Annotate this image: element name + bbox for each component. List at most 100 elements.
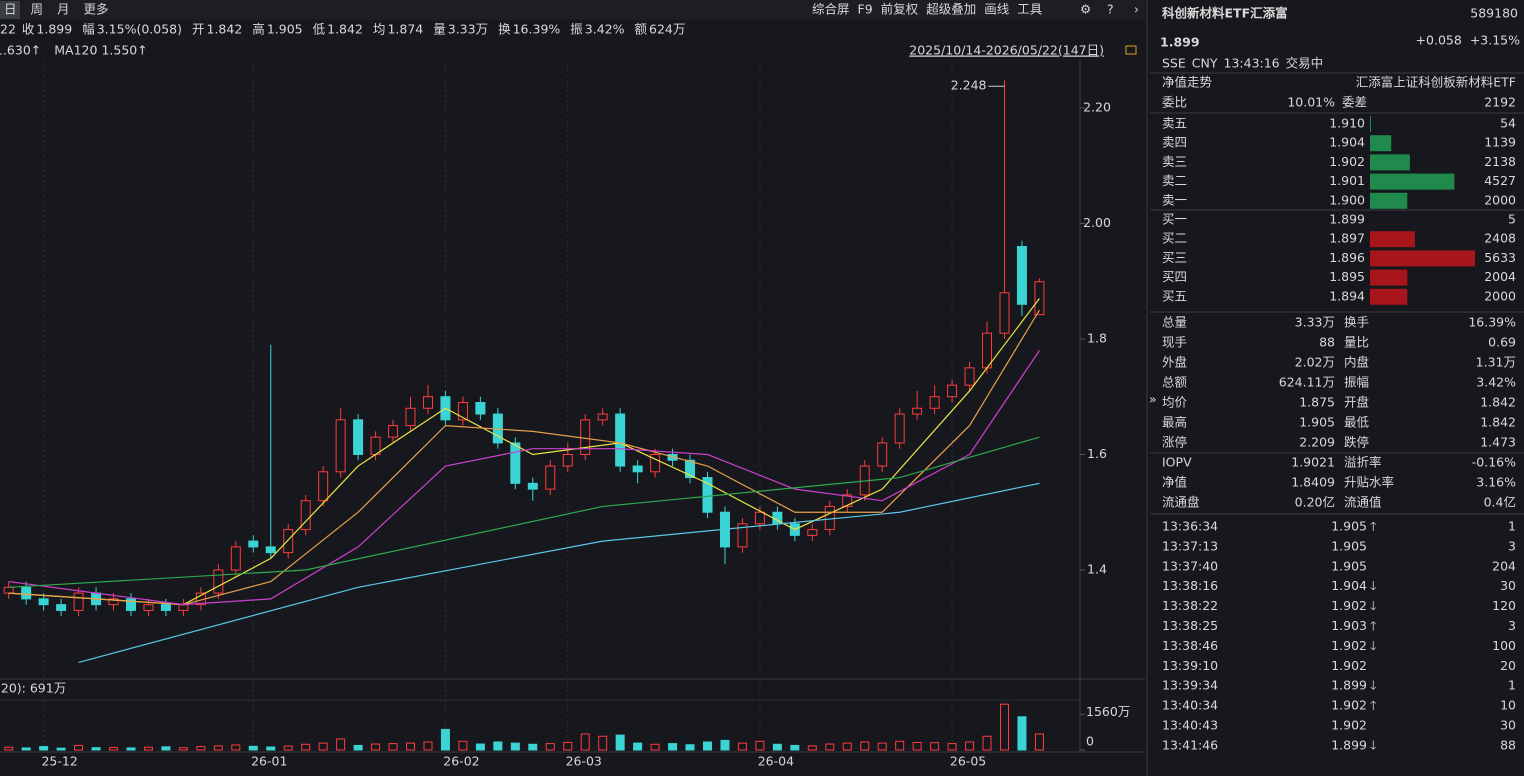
quote-label: 均 — [373, 22, 386, 37]
book-price: 1.894 — [1329, 288, 1365, 303]
volume-bar — [4, 746, 14, 751]
volume-bar — [196, 746, 206, 751]
candle-body — [318, 471, 329, 502]
trade-time: 13:36:34 — [1162, 519, 1218, 534]
candle-body — [947, 384, 958, 398]
candle-body — [685, 459, 696, 479]
trade-volume: 120 — [1492, 598, 1516, 613]
volume-bar — [143, 746, 153, 751]
collapse-icon[interactable]: » — [1149, 392, 1157, 407]
tool-button[interactable]: 画线 — [984, 2, 1010, 17]
volume-bar — [161, 746, 171, 751]
last-price: 1.899 — [1160, 35, 1200, 50]
stat-label: 升贴水率 — [1344, 475, 1394, 490]
volume-bar — [703, 741, 712, 751]
quote-label: 额 — [635, 22, 648, 37]
candle-body — [3, 586, 14, 594]
volume-bar — [650, 743, 660, 751]
stat-value: 624.11万 — [1279, 375, 1335, 390]
candle-body — [178, 604, 189, 611]
ma-value: 1.630↑ — [0, 43, 41, 58]
trade-price: 1.902 — [1331, 598, 1367, 613]
trade-price: 1.902 — [1331, 638, 1367, 653]
volume-bar — [475, 743, 485, 751]
stat-label: 总量 — [1162, 315, 1187, 330]
icon-button[interactable]: ? — [1107, 2, 1114, 17]
high-annotation: 2.248 — [951, 78, 987, 93]
volume-bar — [371, 743, 381, 751]
candle-body — [335, 419, 346, 473]
stat-label: IOPV — [1162, 455, 1192, 470]
book-price: 1.900 — [1329, 192, 1365, 207]
volume-bar — [353, 744, 363, 751]
candle-body — [457, 401, 468, 421]
candle-body — [562, 453, 573, 467]
nav-link[interactable]: 净值走势 — [1162, 75, 1213, 90]
x-tick-label: 26-01 — [251, 754, 287, 769]
volume-bar — [912, 741, 922, 751]
tool-button[interactable]: F9 — [858, 2, 873, 17]
volume-bar — [406, 742, 416, 751]
change-pct: +3.15% — [1470, 33, 1520, 48]
candle-body — [230, 546, 241, 571]
stat-label: 流通值 — [1344, 495, 1382, 510]
book-volume: 2000 — [1484, 192, 1516, 207]
book-label: 卖四 — [1162, 135, 1187, 150]
stat-label: 内盘 — [1344, 355, 1369, 370]
tab[interactable]: 日 — [4, 2, 17, 17]
volume-bar — [580, 733, 590, 751]
stat-label: 量比 — [1344, 335, 1369, 350]
icon-button[interactable]: ⚙ — [1080, 2, 1091, 17]
stat-label: 跌停 — [1344, 435, 1369, 450]
volume-bar — [56, 747, 66, 751]
diff-value: 2192 — [1484, 95, 1516, 110]
candle-body — [545, 465, 556, 490]
candle-body — [160, 604, 171, 611]
book-volume: 5 — [1508, 212, 1516, 227]
candle-body — [108, 598, 119, 606]
trade-volume: 10 — [1500, 698, 1516, 713]
volume-bar — [895, 740, 905, 751]
book-volume: 1139 — [1484, 135, 1516, 150]
quote-label: 幅 — [82, 22, 95, 37]
quote-label: 振 — [570, 22, 583, 37]
icon-button[interactable]: › — [1134, 2, 1139, 17]
candle-body — [650, 453, 661, 473]
tab[interactable]: 更多 — [84, 2, 109, 17]
trade-arrow: 🡑 — [1370, 618, 1377, 633]
tool-button[interactable]: 综合屏 — [812, 2, 850, 17]
quote-label: 高 — [252, 22, 265, 37]
volume-bar — [842, 742, 852, 751]
book-label: 卖三 — [1162, 154, 1187, 169]
tab[interactable]: 月 — [57, 2, 70, 17]
tool-button[interactable]: 工具 — [1017, 2, 1043, 17]
trade-price: 1.899 — [1331, 678, 1367, 693]
book-bar — [1370, 154, 1410, 171]
book-label: 卖一 — [1162, 192, 1187, 207]
trade-arrow: 🡑 — [1370, 698, 1377, 713]
volume-bar — [982, 735, 992, 751]
stat-label: 最高 — [1162, 415, 1187, 430]
stat-label: 溢折率 — [1344, 455, 1382, 470]
trade-price: 1.899 — [1331, 737, 1367, 752]
candle-body — [21, 586, 32, 600]
volume-bar — [685, 744, 695, 751]
volume-bar — [231, 744, 241, 751]
volume-bar — [615, 734, 625, 751]
stat-value: -0.16% — [1472, 455, 1516, 470]
candle-body — [982, 332, 993, 369]
volume-bar — [807, 745, 817, 751]
book-label: 买五 — [1162, 288, 1187, 303]
tool-button[interactable]: 前复权 — [881, 2, 919, 17]
fund-name: 汇添富上证科创板新材料ETF — [1356, 75, 1516, 90]
ma-line — [8, 350, 1040, 606]
trade-time: 13:40:34 — [1162, 698, 1218, 713]
book-bar — [1370, 288, 1408, 305]
tab[interactable]: 周 — [31, 2, 44, 17]
volume-bar — [336, 738, 346, 751]
book-bar — [1370, 135, 1392, 152]
stat-value: 2.209 — [1299, 435, 1335, 450]
stat-label: 振幅 — [1344, 375, 1369, 390]
tool-button[interactable]: 超级叠加 — [926, 2, 976, 17]
stat-label: 均价 — [1162, 395, 1188, 410]
